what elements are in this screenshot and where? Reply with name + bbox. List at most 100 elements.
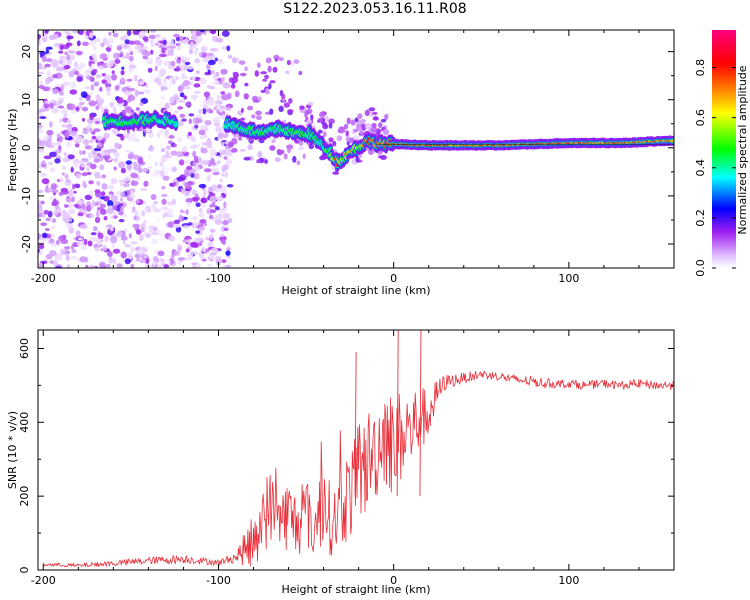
heatmap-cell bbox=[45, 228, 50, 232]
heatmap-cell bbox=[82, 210, 88, 215]
heatmap-cell bbox=[59, 138, 63, 143]
colorbar-tick-label: 0.4 bbox=[694, 159, 707, 177]
snr-spike bbox=[419, 330, 422, 497]
heatmap-cell bbox=[99, 150, 108, 156]
heatmap-cell bbox=[264, 159, 268, 164]
heatmap-cell bbox=[89, 39, 96, 46]
heatmap-cell bbox=[105, 235, 109, 241]
heatmap-cell bbox=[50, 99, 56, 104]
heatmap-cell bbox=[60, 107, 68, 115]
heatmap-cell bbox=[95, 105, 100, 111]
heatmap-cell bbox=[119, 197, 124, 202]
heatmap-cell bbox=[162, 175, 170, 181]
heatmap-cell bbox=[178, 64, 185, 68]
heatmap-cell bbox=[84, 145, 92, 150]
heatmap-cell bbox=[116, 230, 123, 238]
heatmap-cell bbox=[122, 43, 130, 49]
heatmap-cell bbox=[134, 89, 139, 97]
heatmap-cell bbox=[370, 126, 378, 134]
heatmap-cell bbox=[298, 141, 304, 146]
heatmap-cell bbox=[372, 111, 378, 115]
heatmap-cell bbox=[166, 259, 171, 265]
heatmap-cell bbox=[358, 119, 366, 125]
heatmap-cell bbox=[353, 128, 359, 133]
heatmap-cell bbox=[111, 258, 117, 264]
heatmap-cell bbox=[68, 70, 75, 78]
heatmap-cell bbox=[130, 246, 135, 254]
spectrogram-xlabel: Height of straight line (km) bbox=[281, 284, 430, 297]
heatmap-cell bbox=[80, 245, 88, 250]
heatmap-cell bbox=[271, 139, 276, 144]
heatmap-cell bbox=[332, 140, 337, 147]
heatmap-cell bbox=[111, 242, 115, 248]
heatmap-cell bbox=[89, 190, 93, 197]
heatmap-cell bbox=[188, 131, 192, 136]
heatmap-cell bbox=[157, 250, 165, 257]
heatmap-cell bbox=[123, 228, 128, 233]
heatmap-cell bbox=[86, 205, 92, 212]
heatmap-cell bbox=[186, 201, 191, 208]
heatmap-cell bbox=[179, 92, 185, 98]
heatmap-cell bbox=[190, 94, 198, 100]
heatmap-cell bbox=[43, 209, 49, 215]
heatmap-cell bbox=[66, 35, 74, 40]
heatmap-cell bbox=[290, 62, 295, 66]
heatmap-cell bbox=[232, 57, 237, 64]
heatmap-cell bbox=[296, 160, 301, 166]
heatmap-cell bbox=[380, 155, 387, 160]
heatmap-cell bbox=[111, 129, 117, 134]
heatmap-cell bbox=[214, 57, 218, 62]
heatmap-cell bbox=[198, 51, 202, 58]
heatmap-cell bbox=[132, 161, 138, 166]
heatmap-cell bbox=[38, 39, 42, 46]
heatmap-cell bbox=[215, 37, 224, 43]
heatmap-cell bbox=[160, 95, 165, 100]
heatmap-cell bbox=[81, 106, 89, 112]
heatmap-cell bbox=[63, 65, 71, 70]
heatmap-cell bbox=[254, 70, 259, 77]
heatmap-cell bbox=[212, 81, 220, 86]
heatmap-cell bbox=[269, 145, 276, 151]
heatmap-cell bbox=[317, 119, 321, 123]
heatmap-cell bbox=[141, 167, 149, 173]
heatmap-cell bbox=[325, 115, 329, 122]
heatmap-cell bbox=[43, 102, 50, 109]
heatmap-cell bbox=[191, 251, 199, 255]
heatmap-cell bbox=[155, 263, 159, 267]
heatmap-cell bbox=[273, 54, 280, 60]
heatmap-cell bbox=[143, 180, 149, 187]
heatmap-cell bbox=[72, 183, 76, 190]
heatmap-cell bbox=[93, 158, 100, 163]
y-tick-label: 400 bbox=[18, 412, 31, 433]
heatmap-cell bbox=[158, 45, 164, 49]
heatmap-cell bbox=[149, 30, 157, 33]
heatmap-cell bbox=[216, 95, 222, 100]
heatmap-cell bbox=[66, 42, 73, 47]
heatmap-cell bbox=[83, 139, 89, 146]
heatmap-cell bbox=[195, 202, 201, 208]
heatmap-cell bbox=[154, 77, 161, 84]
heatmap-cell bbox=[124, 33, 128, 40]
heatmap-cell bbox=[120, 251, 127, 259]
heatmap-cell bbox=[203, 91, 211, 98]
heatmap-cell bbox=[97, 142, 102, 147]
heatmap-cell bbox=[222, 212, 230, 220]
heatmap-cell bbox=[287, 109, 294, 113]
snr-series-line bbox=[42, 370, 674, 568]
heatmap-cell bbox=[218, 106, 224, 113]
heatmap-cell bbox=[150, 203, 157, 210]
heatmap-cell bbox=[196, 31, 203, 37]
heatmap-cell bbox=[138, 259, 147, 263]
heatmap-cell bbox=[141, 48, 147, 56]
heatmap-cell bbox=[88, 180, 94, 185]
heatmap-cell bbox=[198, 77, 207, 85]
heatmap-cell bbox=[84, 69, 91, 76]
heatmap-cell bbox=[179, 209, 184, 213]
heatmap-cell bbox=[79, 101, 85, 106]
heatmap-cell bbox=[59, 177, 64, 183]
heatmap-cell bbox=[262, 78, 268, 82]
heatmap-cell bbox=[196, 237, 204, 242]
heatmap-cell bbox=[82, 41, 89, 46]
heatmap-cell bbox=[202, 57, 209, 63]
